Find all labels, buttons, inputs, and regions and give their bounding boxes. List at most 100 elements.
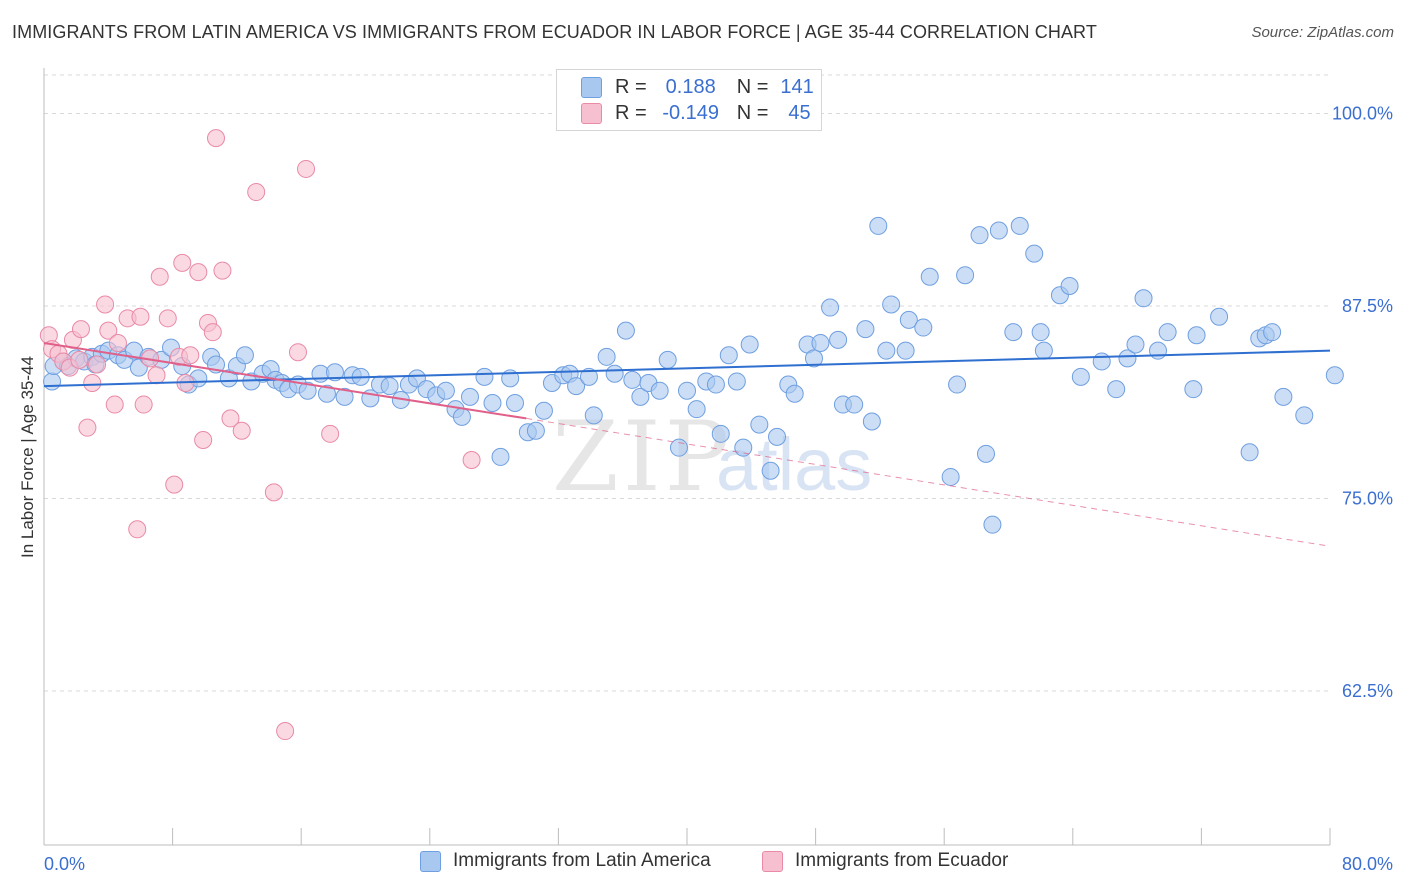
latin-america-point [948,375,967,394]
latin-america-point [1263,323,1282,342]
ecuador-point [297,159,316,178]
latin-america-point [380,377,399,396]
legend-label: Immigrants from Ecuador [795,850,1009,871]
latin-america-point [1210,307,1229,326]
axis-layer [43,68,1331,846]
latin-america-point [235,346,254,365]
latin-america-point [821,298,840,317]
latin-america-point [877,341,896,360]
latin-america-point [452,407,471,426]
ecuador-point [221,409,240,428]
latin-america-point [491,447,510,466]
ecuador-point [207,129,226,148]
ecuador-point [276,722,295,741]
ecuador-point [213,261,232,280]
stats-row-latin-america: R = 0.188 N = 141 [581,75,814,99]
latin-america-point [584,406,603,425]
ecuador-point [134,395,153,414]
x-tick-label: 0.0% [44,854,85,874]
ecuador-point [96,295,115,314]
latin-america-point [970,226,989,245]
points-layer [39,129,1344,741]
pink-swatch [762,850,783,872]
ecuador-point [70,350,89,369]
legend-item-latin-america: Immigrants from Latin America [420,850,711,872]
latin-america-point [605,364,624,383]
ecuador-point [264,483,283,502]
r-value: -0.149 [662,101,720,124]
latin-america-point [914,318,933,337]
ecuador-point [247,183,266,202]
latin-america-point [920,267,939,286]
ecuador-point [203,323,222,342]
latin-america-point [1187,326,1206,345]
y-tick-label: 100.0% [1332,104,1393,124]
ecuador-point [232,421,251,440]
latin-america-point [1034,341,1053,360]
latin-america-point [579,367,598,386]
n-label: N = [736,101,769,124]
latin-america-point [1295,406,1314,425]
latin-america-point [317,384,336,403]
blue-swatch [420,850,441,872]
ecuador-point [88,355,107,374]
latin-america-point [711,424,730,443]
chart-title: IMMIGRANTS FROM LATIN AMERICA VS IMMIGRA… [12,22,1097,42]
latin-america-point [436,381,455,400]
ecuador-point [78,418,97,437]
ecuador-point [158,309,177,328]
latin-america-point [734,438,753,457]
y-tick-label: 75.0% [1342,489,1393,509]
ecuador-point [150,267,169,286]
latin-america-point [1004,323,1023,342]
latin-america-point [976,444,995,463]
latin-america-point [298,381,317,400]
latin-america-point [1325,366,1344,385]
latin-america-point [768,427,787,446]
latin-america-point [335,387,354,406]
ecuador-point [108,333,127,352]
latin-america-point [534,401,553,420]
latin-america-point [1071,367,1090,386]
latin-america-point [687,400,706,419]
n-value: 141 [780,75,814,98]
ecuador-point [462,451,481,469]
y-axis-label: In Labor Force | Age 35-44 [18,356,37,558]
latin-america-point [845,395,864,414]
latin-america-point [811,333,830,352]
latin-america-point [1126,335,1145,354]
ecuador-point [99,321,118,340]
tick-labels: 62.5% 75.0% 87.5% 100.0% 0.0% 80.0% [44,104,1393,875]
latin-america-point [983,515,1002,534]
latin-america-point [869,216,888,235]
watermark: ZIP atlas [552,401,872,513]
latin-america-point [829,330,848,349]
n-value: 45 [788,101,811,124]
latin-america-point [623,370,642,389]
ecuador-point [83,374,102,392]
latin-america-point [1158,323,1177,342]
latin-america-point [505,394,524,413]
legend-label: Immigrants from Latin America [453,850,711,871]
latin-america-point [941,467,960,486]
ecuador-point [173,253,192,272]
blue-swatch [581,76,602,98]
latin-america-point [475,367,494,386]
latin-america-point [616,321,635,340]
y-tick-label: 87.5% [1342,296,1393,316]
ecuador-point [105,395,124,414]
pink-swatch [581,102,602,124]
latin-america-point [1240,443,1259,462]
series-legend: Immigrants from Latin America Immigrants… [0,850,1406,878]
latin-america-point [882,295,901,314]
latin-america-point [1010,216,1029,235]
watermark-zip: ZIP [552,401,733,513]
latin-america-point [896,341,915,360]
latin-america-point [43,372,62,391]
latin-america-point [804,349,823,368]
trend-layer [43,341,1331,547]
ecuador-point [131,307,150,326]
stats-legend: R = 0.188 N = 141 R = -0.149 N = 45 [556,69,822,131]
ecuador-point [128,520,147,539]
latin-america-point [1184,380,1203,399]
